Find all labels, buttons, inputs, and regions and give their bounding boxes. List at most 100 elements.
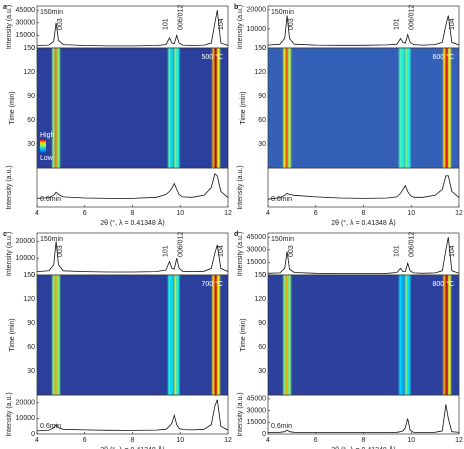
plot-frame bbox=[36, 394, 229, 435]
x-tick-label: 8 bbox=[362, 437, 366, 444]
plot-frame bbox=[267, 47, 460, 169]
y-tick-label: 0 bbox=[262, 45, 266, 52]
y-tick-label: 90 bbox=[27, 320, 35, 327]
x-tick-label: 12 bbox=[224, 437, 232, 444]
x-axis-label: 2θ (°, λ = 0.41348 Å) bbox=[100, 445, 164, 449]
y-tick-label: 90 bbox=[27, 93, 35, 100]
plot-frame bbox=[267, 394, 460, 435]
y-tick-label: 45000 bbox=[247, 234, 267, 241]
x-axis-label: 2θ (°, λ = 0.41348 Å) bbox=[331, 445, 395, 449]
heatmap-stripe bbox=[174, 48, 177, 168]
heatmap-stripe bbox=[448, 48, 451, 168]
heatmap-stripe bbox=[399, 275, 402, 395]
temperature-label: 700 °C bbox=[202, 280, 223, 288]
heatmap-stripe bbox=[176, 275, 180, 395]
peak-label: 003 bbox=[288, 245, 295, 257]
y-axis-label: Intensity (a.u.) bbox=[237, 165, 244, 209]
heatmap-stripe bbox=[285, 275, 289, 395]
x-axis-label: 2θ (°, λ = 0.41348 Å) bbox=[100, 218, 164, 227]
heatmap-stripe bbox=[176, 48, 180, 168]
y-tick-label: 10000 bbox=[247, 26, 267, 33]
plot-title: 150min bbox=[40, 9, 63, 16]
pattern-line bbox=[36, 10, 229, 47]
plot-frame bbox=[267, 232, 460, 276]
heatmap-stripe bbox=[54, 275, 58, 395]
y-axis-label: Intensity (a.u.) bbox=[237, 392, 244, 436]
panel-label: b bbox=[234, 4, 238, 11]
y-tick-label: 45000 bbox=[247, 396, 267, 403]
plot-frame bbox=[36, 5, 229, 49]
pattern-line bbox=[36, 399, 229, 432]
peak-label: 003 bbox=[57, 245, 64, 257]
heatmap-stripe bbox=[54, 48, 58, 168]
plot-title: 150min bbox=[271, 9, 294, 16]
y-tick-label: 10000 bbox=[16, 255, 36, 262]
y-tick-label: 120 bbox=[23, 296, 35, 303]
y-tick-label: 15000 bbox=[247, 259, 267, 266]
temperature-label: 600 °C bbox=[433, 53, 454, 61]
x-tick-label: 6 bbox=[314, 437, 318, 444]
heatmap-stripe bbox=[174, 275, 177, 395]
heatmap-stripe bbox=[57, 275, 60, 395]
peak-label: 101 bbox=[162, 18, 169, 30]
y-tick-label: 60 bbox=[258, 344, 266, 351]
heatmap-stripe bbox=[288, 275, 291, 395]
heatmap-background bbox=[37, 48, 228, 168]
x-tick-label: 8 bbox=[131, 210, 135, 217]
heatmap-stripe bbox=[401, 48, 405, 168]
y-tick-label: 90 bbox=[258, 320, 266, 327]
x-tick-label: 12 bbox=[455, 210, 463, 217]
y-tick-label: 120 bbox=[254, 296, 266, 303]
peak-label: 104 bbox=[218, 245, 225, 257]
pattern-line bbox=[267, 15, 460, 46]
x-tick-label: 4 bbox=[35, 210, 39, 217]
heatmap-stripe bbox=[405, 275, 408, 395]
x-tick-label: 10 bbox=[176, 437, 184, 444]
plot-frame bbox=[36, 274, 229, 396]
panel-label: c bbox=[3, 231, 7, 238]
x-tick-label: 6 bbox=[83, 210, 87, 217]
x-tick-label: 12 bbox=[224, 210, 232, 217]
y-tick-label: 0 bbox=[262, 431, 266, 438]
heatmap-stripe bbox=[214, 275, 218, 395]
heatmap-stripe bbox=[283, 275, 287, 395]
y-axis-label: Intensity (a.u.) bbox=[6, 392, 13, 436]
y-tick-label: 0 bbox=[31, 45, 35, 52]
peak-label: 101 bbox=[393, 245, 400, 257]
heatmap-stripe bbox=[443, 275, 447, 395]
peak-label: 006/012 bbox=[409, 5, 416, 30]
heatmap-stripe bbox=[168, 48, 171, 168]
heatmap-stripe bbox=[445, 275, 449, 395]
x-tick-label: 4 bbox=[35, 437, 39, 444]
x-tick-label: 4 bbox=[266, 437, 270, 444]
plot-title: 0.6min bbox=[40, 423, 61, 430]
y-tick-label: 15000 bbox=[16, 32, 36, 39]
pattern-line bbox=[267, 404, 460, 433]
peak-label: 104 bbox=[218, 18, 225, 30]
y-tick-label: 120 bbox=[23, 69, 35, 76]
heatmap-stripe bbox=[283, 48, 287, 168]
y-tick-label: 30 bbox=[27, 368, 35, 375]
plot-frame bbox=[36, 47, 229, 169]
y-tick-label: 20000 bbox=[16, 238, 36, 245]
x-tick-label: 8 bbox=[131, 437, 135, 444]
x-tick-label: 10 bbox=[176, 210, 184, 217]
heatmap-stripe bbox=[212, 48, 216, 168]
plot-frame bbox=[36, 167, 229, 208]
y-tick-label: 30 bbox=[258, 368, 266, 375]
heatmap-stripe bbox=[52, 48, 56, 168]
plot-title: 0.6min bbox=[271, 423, 292, 430]
y-tick-label: 60 bbox=[258, 117, 266, 124]
peak-label: 006/012 bbox=[178, 232, 185, 257]
x-tick-label: 6 bbox=[83, 437, 87, 444]
peak-label: 104 bbox=[449, 18, 456, 30]
x-tick-label: 8 bbox=[362, 210, 366, 217]
y-tick-label: 120 bbox=[254, 69, 266, 76]
peak-label: 003 bbox=[57, 18, 64, 30]
x-tick-label: 10 bbox=[407, 210, 415, 217]
y-tick-label: 0 bbox=[262, 272, 266, 279]
plot-title: 0.6min bbox=[271, 196, 292, 203]
y-axis-label: Time (min) bbox=[9, 318, 16, 351]
y-tick-label: 30000 bbox=[16, 20, 36, 27]
